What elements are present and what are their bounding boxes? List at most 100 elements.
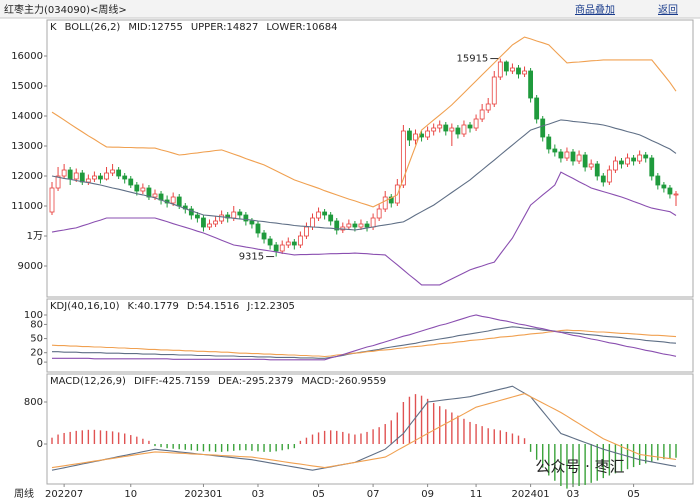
back-link[interactable]: 返回 bbox=[658, 4, 678, 16]
candle-body bbox=[55, 175, 61, 189]
watermark: 公众号 · 枣汇 bbox=[535, 458, 624, 476]
legend-text: DIFF:-425.7159 bbox=[134, 376, 210, 387]
candle-body bbox=[358, 223, 364, 228]
candle-body bbox=[570, 151, 576, 162]
y-tick-label: 1万 bbox=[27, 231, 43, 242]
candle-body bbox=[176, 196, 182, 207]
candle-body bbox=[128, 178, 134, 186]
x-tick-label: 05 bbox=[312, 489, 325, 500]
indicator-line bbox=[51, 393, 677, 469]
candle-body bbox=[140, 187, 146, 192]
candle-body bbox=[649, 157, 655, 177]
indicator-line bbox=[51, 385, 677, 471]
candle-body bbox=[328, 214, 334, 222]
legend-text: J:12.2305 bbox=[246, 301, 295, 312]
candle-body bbox=[497, 61, 503, 78]
candle-body bbox=[655, 175, 661, 186]
legend-text: MACD:-260.9559 bbox=[301, 376, 386, 387]
candle-body bbox=[631, 157, 636, 162]
y-tick-label: 12000 bbox=[11, 171, 43, 182]
candle-body bbox=[370, 217, 376, 228]
candle-body bbox=[73, 172, 79, 180]
y-tick-label: 0 bbox=[37, 357, 43, 368]
candle-body bbox=[467, 124, 473, 129]
legend-text: K bbox=[50, 22, 57, 33]
candle-body bbox=[213, 220, 218, 225]
candle-body bbox=[443, 124, 449, 132]
candle-body bbox=[479, 109, 485, 120]
legend-text: LOWER:10684 bbox=[266, 22, 337, 33]
candle-body bbox=[364, 223, 370, 228]
y-tick-label: 80 bbox=[30, 319, 43, 330]
candle-body bbox=[619, 160, 624, 165]
candle-body bbox=[606, 169, 612, 183]
candle-body bbox=[461, 124, 467, 135]
candle-body bbox=[637, 154, 643, 162]
candle-body bbox=[576, 154, 582, 162]
panel-frame bbox=[46, 19, 694, 298]
y-tick-label: 13000 bbox=[11, 141, 43, 152]
x-tick-label: 03 bbox=[252, 489, 265, 500]
candle-body bbox=[594, 163, 600, 177]
candle-body bbox=[546, 136, 552, 150]
x-tick-label: 09 bbox=[421, 489, 434, 500]
candle-body bbox=[243, 214, 249, 222]
y-tick-label: 14000 bbox=[11, 111, 43, 122]
candle-body bbox=[455, 127, 461, 135]
candle-body bbox=[207, 223, 212, 228]
legend-text: MID:12755 bbox=[128, 22, 182, 33]
candle-body bbox=[582, 154, 588, 168]
candle-body bbox=[552, 148, 558, 153]
candle-body bbox=[625, 157, 630, 165]
candle-body bbox=[473, 118, 479, 129]
overlay-link[interactable]: 商品叠加 bbox=[575, 3, 615, 16]
candle-body bbox=[110, 169, 115, 174]
legend-text: BOLL(26,2) bbox=[65, 22, 121, 33]
candle-body bbox=[67, 169, 73, 180]
y-tick-label: 15000 bbox=[11, 81, 43, 92]
header-bar bbox=[0, 0, 700, 18]
y-tick-label: 11000 bbox=[11, 201, 43, 212]
candle-body bbox=[279, 244, 285, 252]
legend-text: UPPER:14827 bbox=[191, 22, 259, 33]
candle-body bbox=[310, 217, 315, 228]
candle-body bbox=[558, 151, 564, 159]
x-tick-label: 202301 bbox=[184, 489, 222, 500]
candle-body bbox=[237, 211, 243, 216]
candle-body bbox=[322, 211, 328, 216]
candle-body bbox=[540, 118, 546, 138]
candle-body bbox=[534, 97, 540, 120]
candle-body bbox=[261, 232, 267, 240]
x-tick-label: 03 bbox=[567, 489, 580, 500]
x-axis-label: 周线 bbox=[14, 487, 34, 500]
candle-body bbox=[219, 214, 225, 222]
candle-body bbox=[588, 163, 594, 168]
candle-body bbox=[134, 184, 140, 192]
candle-body bbox=[661, 184, 667, 189]
candle-body bbox=[673, 193, 679, 196]
extreme-label: 9315 bbox=[239, 252, 264, 263]
candle-body bbox=[273, 244, 279, 252]
candle-body bbox=[407, 130, 412, 141]
y-tick-label: 20 bbox=[30, 348, 43, 359]
legend-text: DEA:-295.2379 bbox=[218, 376, 293, 387]
indicator-line bbox=[51, 36, 677, 208]
candle-body bbox=[104, 172, 109, 180]
y-tick-label: 0 bbox=[37, 439, 43, 450]
indicator-line bbox=[52, 314, 677, 361]
candle-body bbox=[304, 226, 309, 237]
candle-body bbox=[98, 175, 103, 180]
candle-body bbox=[613, 160, 618, 171]
y-tick-label: 16000 bbox=[11, 51, 43, 62]
candle-body bbox=[231, 211, 237, 219]
candle-body bbox=[564, 151, 570, 159]
candle-body bbox=[485, 103, 491, 111]
y-tick-label: 9000 bbox=[18, 261, 43, 272]
y-tick-label: 50 bbox=[30, 334, 43, 345]
candle-body bbox=[491, 76, 497, 105]
candle-body bbox=[382, 196, 388, 210]
candle-body bbox=[516, 67, 521, 75]
candle-body bbox=[249, 220, 255, 225]
indicator-line bbox=[51, 119, 677, 231]
